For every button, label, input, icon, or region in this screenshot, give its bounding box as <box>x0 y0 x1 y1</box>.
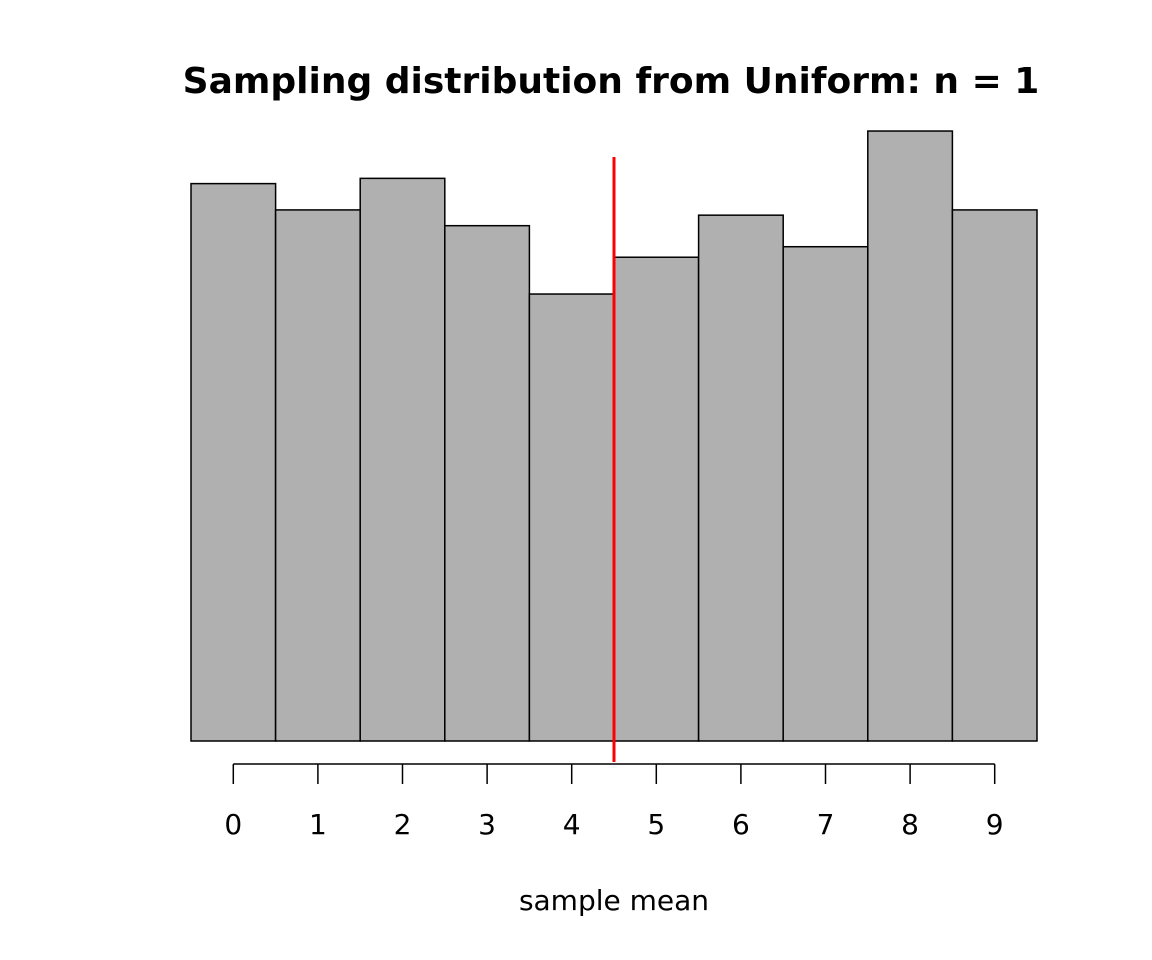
histogram-bar-6 <box>697 214 784 742</box>
x-axis-label: sample mean <box>519 884 709 917</box>
x-tick-label-2: 2 <box>394 808 412 841</box>
histogram-bar-7 <box>782 245 869 742</box>
x-tick-label-9: 9 <box>986 808 1004 841</box>
x-tick-label-5: 5 <box>647 808 665 841</box>
x-tick-label-4: 4 <box>563 808 581 841</box>
x-tick-label-7: 7 <box>817 808 835 841</box>
bars-group <box>190 130 1038 742</box>
histogram-bar-1 <box>274 209 361 742</box>
histogram-bar-5 <box>613 256 700 742</box>
histogram-bar-8 <box>867 130 954 742</box>
x-tick-label-6: 6 <box>732 808 750 841</box>
histogram-bar-4 <box>528 293 615 742</box>
chart-title: Sampling distribution from Uniform: n = … <box>183 61 1040 102</box>
histogram-bar-9 <box>951 209 1038 742</box>
x-tick-label-0: 0 <box>224 808 242 841</box>
x-tick-label-8: 8 <box>901 808 919 841</box>
histogram-bar-3 <box>444 224 531 742</box>
x-tick-label-1: 1 <box>309 808 327 841</box>
x-tick-label-3: 3 <box>478 808 496 841</box>
x-axis: 0 1 2 3 4 5 6 7 8 9 <box>224 763 1004 841</box>
histogram-bar-0 <box>190 182 277 742</box>
histogram-bar-2 <box>359 177 446 742</box>
